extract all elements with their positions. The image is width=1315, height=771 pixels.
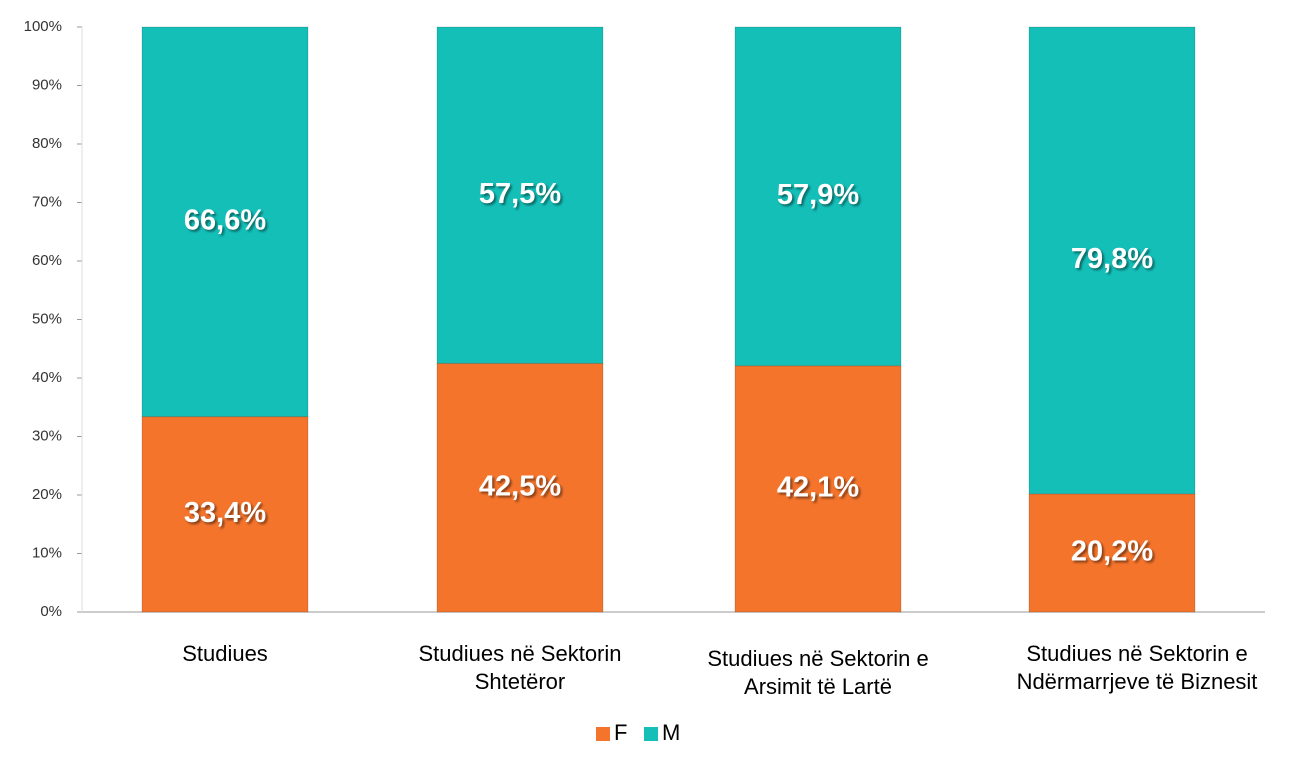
y-tick-label: 90%	[32, 76, 62, 93]
value-label: 42,5%	[479, 470, 561, 502]
legend-swatch	[644, 727, 658, 741]
legend-swatch	[596, 727, 610, 741]
bar-segment	[141, 26, 309, 418]
value-label: 42,1%	[777, 472, 859, 504]
y-tick-label: 10%	[32, 544, 62, 561]
y-tick-label: 60%	[32, 252, 62, 269]
bar-segment	[734, 365, 902, 613]
bar-segment	[1028, 493, 1196, 613]
value-label: 66,6%	[184, 204, 266, 236]
bar-segment	[436, 26, 604, 364]
x-tick-label: Studiues në Sektorin e Ndërmarrjeve të B…	[1016, 641, 1258, 694]
value-label: 79,8%	[1071, 243, 1153, 275]
y-tick-label: 70%	[32, 193, 62, 210]
legend-label: M	[662, 720, 680, 745]
bar-segment	[1028, 26, 1196, 495]
value-label: 57,5%	[479, 178, 561, 210]
x-tick-label: Studiues në Sektorin Shtetëror	[418, 641, 622, 694]
bar-segment	[141, 416, 309, 613]
y-tick-label: 20%	[32, 486, 62, 503]
y-tick-label: 80%	[32, 135, 62, 152]
x-tick-label: Studiues në Sektorin e Arsimit të Lartë	[707, 646, 929, 699]
y-tick-label: 40%	[32, 369, 62, 386]
value-label: 57,9%	[777, 179, 859, 211]
value-label: 33,4%	[184, 497, 266, 529]
y-tick-label: 100%	[24, 18, 62, 35]
y-tick-label: 0%	[40, 603, 62, 620]
bar-segment	[436, 362, 604, 613]
value-label: 20,2%	[1071, 536, 1153, 568]
y-tick-label: 50%	[32, 310, 62, 327]
y-tick-label: 30%	[32, 427, 62, 444]
legend-label: F	[614, 720, 627, 745]
bar-segment	[734, 26, 902, 367]
x-tick-label: Studiues	[182, 641, 268, 666]
